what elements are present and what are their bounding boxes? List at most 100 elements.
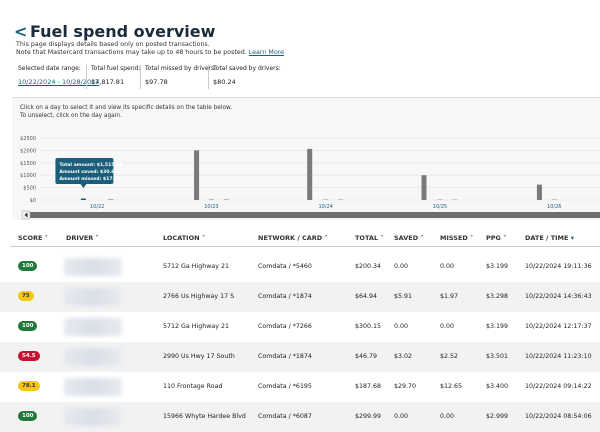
table-cell: Comdata / *7266 <box>258 323 312 330</box>
table-cell: $187.68 <box>355 383 381 390</box>
summary-item: Total missed by drivers: $97.78 <box>140 65 216 89</box>
bar[interactable] <box>81 199 86 200</box>
summary-item: Total fuel spend: $7,817.81 <box>86 65 140 89</box>
table-cell: 2766 Us Highway 17 S <box>163 293 234 300</box>
bar[interactable] <box>307 149 312 200</box>
score-badge: 78.1 <box>18 381 40 391</box>
table-cell: 0.00 <box>394 323 408 330</box>
description: Note that Mastercard transactions may ta… <box>16 49 284 56</box>
sort-icon[interactable]: ˅ <box>378 234 384 242</box>
table-cell: 0.00 <box>394 413 408 420</box>
back-button[interactable]: < <box>14 22 27 41</box>
column-header[interactable]: LOCATION ˅ <box>163 234 205 242</box>
table-row: 100 5712 Ga Highway 21 Comdata / *7266 $300… <box>0 312 600 342</box>
sort-icon[interactable]: ˅ <box>322 234 328 242</box>
table-cell: 10/22/2024 14:36:43 <box>525 293 592 300</box>
column-header[interactable]: DATE / TIME ▾ <box>525 234 574 242</box>
bar[interactable] <box>194 150 199 200</box>
driver-blurred <box>64 348 122 366</box>
table-cell: $3.199 <box>486 263 508 270</box>
table-cell: Comdata / *6087 <box>258 413 312 420</box>
table-cell: $299.99 <box>355 413 381 420</box>
summary-label: Total saved by drivers: <box>213 65 281 72</box>
sort-icon[interactable]: ˅ <box>468 234 474 242</box>
table-cell: $3.501 <box>486 353 508 360</box>
table-cell: 5712 Ga Highway 21 <box>163 263 229 270</box>
table-cell: $2.999 <box>486 413 508 420</box>
driver-blurred <box>64 408 122 426</box>
tooltip-text: Amount saved: $30.62 <box>59 169 117 175</box>
y-tick-label: $0 <box>30 198 36 204</box>
table-cell: 0.00 <box>440 413 454 420</box>
chart-panel: Click on a day to select it and view its… <box>12 97 600 220</box>
table-cell: $300.15 <box>355 323 381 330</box>
summary-value: $80.24 <box>213 78 281 86</box>
score-badge: 100 <box>18 321 37 331</box>
column-header[interactable]: SCORE ˅ <box>18 234 48 242</box>
x-tick-label: 10/25 <box>433 204 447 210</box>
driver-blurred <box>64 258 122 276</box>
sort-icon[interactable]: ˅ <box>418 234 424 242</box>
header-divider <box>10 246 600 247</box>
chart-instruction: To unselect, click on the day again. <box>19 113 122 119</box>
table-cell: 0.00 <box>394 263 408 270</box>
table-cell: 2990 Us Hwy 17 South <box>163 353 235 360</box>
table-cell: 10/22/2024 11:23:10 <box>525 353 592 360</box>
bar[interactable] <box>108 199 113 200</box>
table-cell: $12.65 <box>440 383 462 390</box>
column-header[interactable]: DRIVER ˅ <box>66 234 99 242</box>
page-title: Fuel spend overview <box>30 22 215 41</box>
sort-icon[interactable]: ▾ <box>568 234 574 242</box>
column-header[interactable]: PPG ˅ <box>486 234 506 242</box>
description: Note that Mastercard transactions may ta… <box>16 49 247 56</box>
column-header[interactable]: MISSED ˅ <box>440 234 473 242</box>
bar[interactable] <box>422 175 427 200</box>
x-tick-label: 10/24 <box>319 204 333 210</box>
bar[interactable] <box>537 185 542 200</box>
learn-more-link[interactable]: Learn More <box>249 49 284 56</box>
chart: Click on a day to select it and view its… <box>12 98 600 220</box>
y-tick-label: $2500 <box>20 136 36 142</box>
y-tick-label: $2000 <box>20 148 36 154</box>
table-cell: 10/22/2024 09:14:22 <box>525 383 592 390</box>
sort-icon[interactable]: ˅ <box>42 234 48 242</box>
sort-icon[interactable]: ˅ <box>93 234 99 242</box>
score-badge: 75 <box>18 291 34 301</box>
table-cell: $2.52 <box>440 353 458 360</box>
driver-blurred <box>64 318 122 336</box>
summary-label: Total missed by drivers: <box>145 65 216 72</box>
scrollbar-track <box>22 212 600 218</box>
table-cell: $200.34 <box>355 263 381 270</box>
table-cell: 10/22/2024 19:11:36 <box>525 263 592 270</box>
score-badge: 100 <box>18 261 37 271</box>
table-cell: 10/22/2024 12:17:37 <box>525 323 592 330</box>
table-cell: $5.91 <box>394 293 412 300</box>
chart-instruction: Click on a day to select it and view its… <box>20 105 232 111</box>
table-row: 100 5712 Ga Highway 21 Comdata / *5460 $200… <box>0 252 600 282</box>
column-header[interactable]: SAVED ˅ <box>394 234 424 242</box>
table-cell: $3.400 <box>486 383 508 390</box>
y-tick-label: $1500 <box>20 161 36 167</box>
driver-blurred <box>64 288 122 306</box>
score-badge: 100 <box>18 411 37 421</box>
sort-icon[interactable]: ˅ <box>501 234 507 242</box>
summary-item: Total saved by drivers: $80.24 <box>208 65 281 89</box>
column-header[interactable]: TOTAL ˅ <box>355 234 384 242</box>
summary-value: $97.78 <box>145 78 216 86</box>
table-cell: $3.199 <box>486 323 508 330</box>
tooltip-text: Amount missed: $17.13 <box>59 176 120 182</box>
table-cell: $3.298 <box>486 293 508 300</box>
summary-label: Total fuel spend: <box>91 65 140 72</box>
table-cell: 5712 Ga Highway 21 <box>163 323 229 330</box>
column-header[interactable]: NETWORK / CARD ˅ <box>258 234 328 242</box>
table-cell: 10/22/2024 08:54:06 <box>525 413 592 420</box>
table-cell: Comdata / *5460 <box>258 263 312 270</box>
sort-icon[interactable]: ˅ <box>200 234 206 242</box>
summary-value: $7,817.81 <box>91 78 140 86</box>
table-cell: $46.79 <box>355 353 377 360</box>
